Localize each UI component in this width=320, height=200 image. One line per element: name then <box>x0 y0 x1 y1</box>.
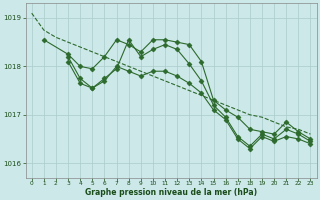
X-axis label: Graphe pression niveau de la mer (hPa): Graphe pression niveau de la mer (hPa) <box>85 188 257 197</box>
